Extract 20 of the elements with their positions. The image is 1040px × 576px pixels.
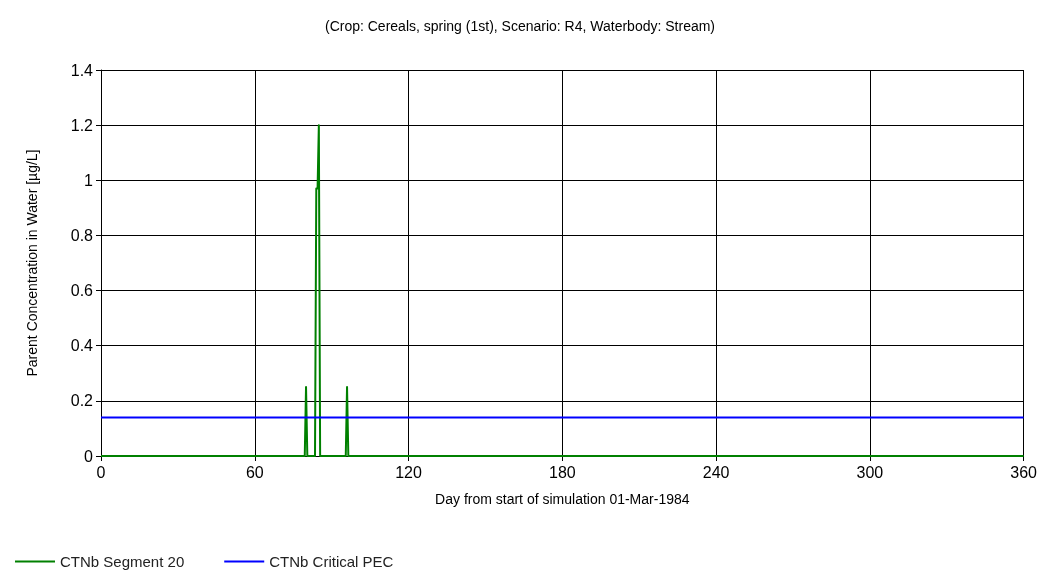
x-tick-label: 180 bbox=[548, 463, 576, 481]
y-tick-label: 1.4 bbox=[70, 61, 94, 79]
y-tick-label: 0 bbox=[84, 447, 94, 465]
y-tick-label: 0.2 bbox=[70, 392, 94, 410]
y-tick-label: 0.6 bbox=[70, 282, 94, 300]
x-tick-label: 120 bbox=[395, 463, 422, 481]
x-tick-label: 300 bbox=[856, 463, 884, 481]
y-axis-title: Parent Concentration in Water [µg/L] bbox=[24, 149, 40, 377]
x-tick-label: 360 bbox=[1010, 463, 1038, 481]
x-tick-label: 60 bbox=[245, 463, 264, 481]
y-tick-label: 1 bbox=[84, 171, 94, 189]
chart-title: (Crop: Cereals, spring (1st), Scenario: R4, Waterbody: Stream) bbox=[324, 18, 716, 34]
y-tick-label: 0.4 bbox=[70, 337, 94, 355]
x-tick-label: 0 bbox=[96, 463, 106, 481]
x-axis-title: Day from start of simulation 01-Mar-1984 bbox=[435, 491, 690, 507]
x-tick-label: 240 bbox=[702, 463, 730, 481]
legend-label: CTNb Segment 20 bbox=[60, 553, 185, 570]
legend-label: CTNb Critical PEC bbox=[269, 553, 394, 570]
y-tick-label: 1.2 bbox=[70, 116, 94, 134]
y-tick-label: 0.8 bbox=[70, 226, 94, 244]
